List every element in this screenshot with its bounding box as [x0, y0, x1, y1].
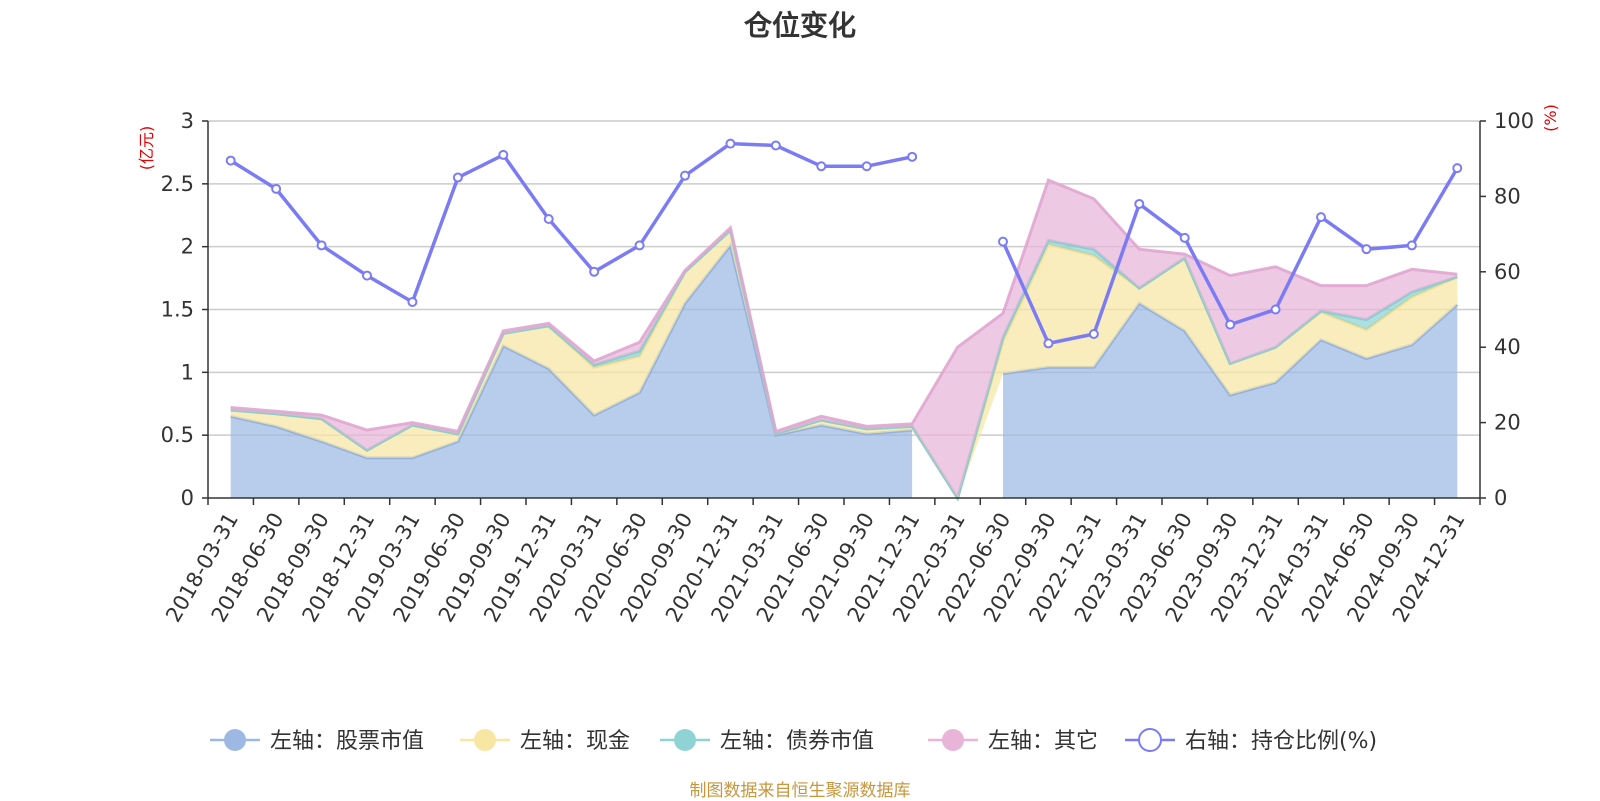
left-tick-label: 0.5	[161, 423, 194, 447]
right-tick-label: 0	[1494, 486, 1507, 510]
ratio-point	[1452, 163, 1463, 174]
left-tick-label: 2	[181, 235, 194, 259]
left-tick-label: 0	[181, 486, 194, 510]
ratio-point	[225, 155, 236, 166]
ratio-line	[225, 138, 1463, 349]
legend-marker	[942, 729, 964, 751]
ratio-point	[1270, 304, 1281, 315]
legend-item: 右轴：持仓比例(%)	[1125, 728, 1377, 754]
ratio-point	[316, 240, 327, 251]
ratio-point	[770, 140, 781, 151]
ratio-point	[498, 149, 509, 160]
left-tick-label: 2.5	[161, 172, 194, 196]
ratio-point	[362, 270, 372, 281]
legend-marker	[674, 729, 696, 751]
stacked-areas	[230, 178, 1459, 502]
left-tick-label: 1.5	[161, 298, 194, 322]
right-tick-label: 60	[1494, 260, 1521, 284]
legend-marker	[474, 729, 496, 751]
ratio-point	[1316, 212, 1326, 223]
ratio-point	[589, 266, 600, 277]
cash-area	[230, 230, 1458, 499]
ratio-point	[907, 151, 918, 162]
right-tick-label: 20	[1494, 411, 1521, 435]
data-source-note: 制图数据来自恒生聚源数据库	[689, 781, 911, 801]
legend-marker	[224, 729, 246, 751]
legend-item: 左轴：债券市值	[660, 729, 874, 754]
ratio-point	[634, 240, 645, 251]
legend-label: 左轴：其它	[988, 729, 1098, 754]
left-axis-unit: (亿元)	[137, 126, 156, 171]
legend-label: 右轴：持仓比例(%)	[1185, 729, 1377, 754]
ratio-point	[543, 214, 554, 225]
left-tick-label: 3	[181, 109, 194, 133]
ratio-point	[1179, 232, 1190, 243]
ratio-point	[1225, 319, 1236, 330]
ratio-point	[998, 236, 1008, 247]
stock-area	[230, 245, 913, 498]
ratio-point	[816, 161, 827, 172]
legend-item: 左轴：股票市值	[210, 729, 424, 754]
ratio-point	[1361, 244, 1372, 255]
ratio-point	[452, 172, 463, 183]
ratio-point	[271, 183, 282, 194]
ratio-point	[407, 296, 418, 307]
ratio-point	[1406, 240, 1417, 251]
ratio-line-segment	[229, 141, 913, 304]
ratio-point	[725, 138, 736, 149]
ratio-point	[1134, 198, 1145, 209]
legend: 左轴：股票市值 左轴：现金 左轴：债券市值 左轴：其它 右轴：持仓比例(%)	[210, 728, 1377, 754]
left-tick-label: 1	[181, 360, 194, 384]
ratio-point	[861, 161, 872, 172]
ratio-point	[1088, 329, 1099, 340]
legend-label: 左轴：股票市值	[270, 729, 424, 754]
chart-title: 仓位变化	[743, 9, 856, 42]
legend-item: 左轴：其它	[928, 729, 1098, 754]
right-axis-unit: (%)	[1541, 104, 1560, 132]
right-tick-label: 80	[1494, 184, 1521, 208]
legend-label: 左轴：现金	[520, 729, 630, 754]
ratio-point	[1043, 338, 1054, 349]
right-tick-label: 40	[1494, 335, 1521, 359]
legend-label: 左轴：债券市值	[720, 729, 874, 754]
legend-marker	[1138, 728, 1162, 752]
other-area-edge	[230, 178, 1458, 434]
other-area	[230, 180, 1458, 498]
stock-area	[1003, 303, 1458, 498]
right-tick-label: 100	[1494, 109, 1534, 133]
legend-item: 左轴：现金	[460, 729, 630, 754]
ratio-point	[680, 170, 690, 181]
